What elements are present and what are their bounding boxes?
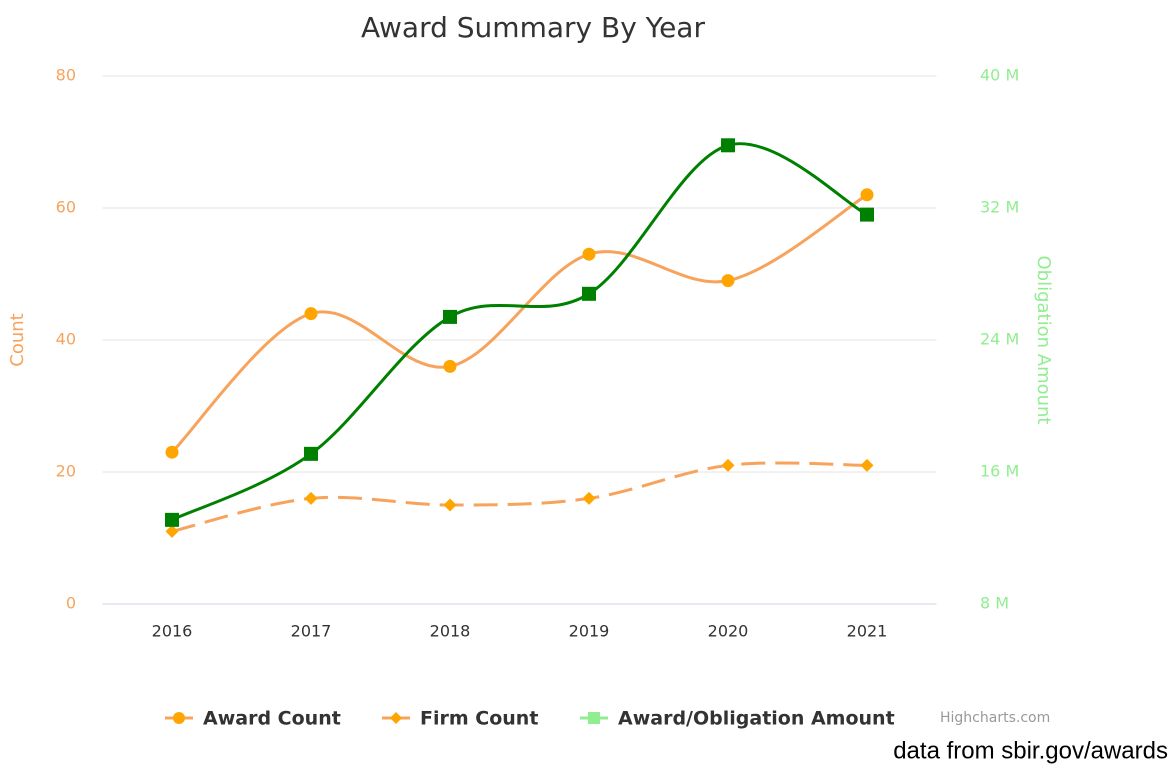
x-tick-label: 2017	[291, 622, 332, 641]
y2-tick-label: 32 M	[980, 198, 1019, 217]
marker	[582, 491, 596, 505]
marker	[860, 207, 874, 222]
marker	[304, 491, 318, 505]
marker	[860, 188, 874, 202]
series-line	[171, 461, 868, 533]
x-tick-label: 2020	[708, 622, 749, 641]
series-line	[171, 142, 868, 522]
marker	[582, 286, 596, 301]
y2-tick-label: 16 M	[980, 462, 1019, 481]
marker	[443, 498, 457, 512]
marker	[860, 458, 874, 472]
x-tick-label: 2018	[430, 622, 471, 641]
marker	[588, 712, 600, 724]
legend-label[interactable]: Award/Obligation Amount	[618, 708, 895, 730]
marker	[304, 446, 318, 461]
y2-axis-title: Obligation Amount	[1033, 256, 1054, 425]
y-tick-label: 40	[56, 330, 76, 349]
y2-tick-label: 8 M	[980, 594, 1009, 613]
marker	[390, 712, 402, 724]
marker	[165, 445, 179, 459]
marker	[304, 307, 318, 321]
y-tick-label: 60	[56, 198, 76, 217]
y-tick-label: 80	[56, 66, 76, 85]
chart-title: Award Summary By Year	[361, 11, 705, 44]
marker	[165, 512, 179, 527]
x-tick-label: 2021	[847, 622, 888, 641]
marker	[721, 458, 735, 472]
y2-tick-label: 40 M	[980, 66, 1019, 85]
marker	[443, 359, 457, 373]
source-note: data from sbir.gov/awards	[893, 737, 1168, 764]
y2-tick-label: 24 M	[980, 330, 1019, 349]
y-tick-label: 20	[56, 462, 76, 481]
marker	[443, 309, 457, 324]
marker	[173, 712, 185, 724]
y-axis-title: Count	[7, 313, 28, 366]
marker	[721, 138, 735, 153]
y-tick-label: 0	[66, 594, 76, 613]
legend-label[interactable]: Firm Count	[420, 708, 538, 730]
series-line	[170, 193, 868, 454]
credit[interactable]: Highcharts.com	[940, 710, 1050, 726]
marker	[165, 524, 179, 538]
x-tick-label: 2016	[152, 622, 193, 641]
marker	[582, 247, 596, 261]
x-tick-label: 2019	[569, 622, 610, 641]
marker	[721, 274, 735, 288]
legend-label[interactable]: Award Count	[203, 708, 341, 730]
